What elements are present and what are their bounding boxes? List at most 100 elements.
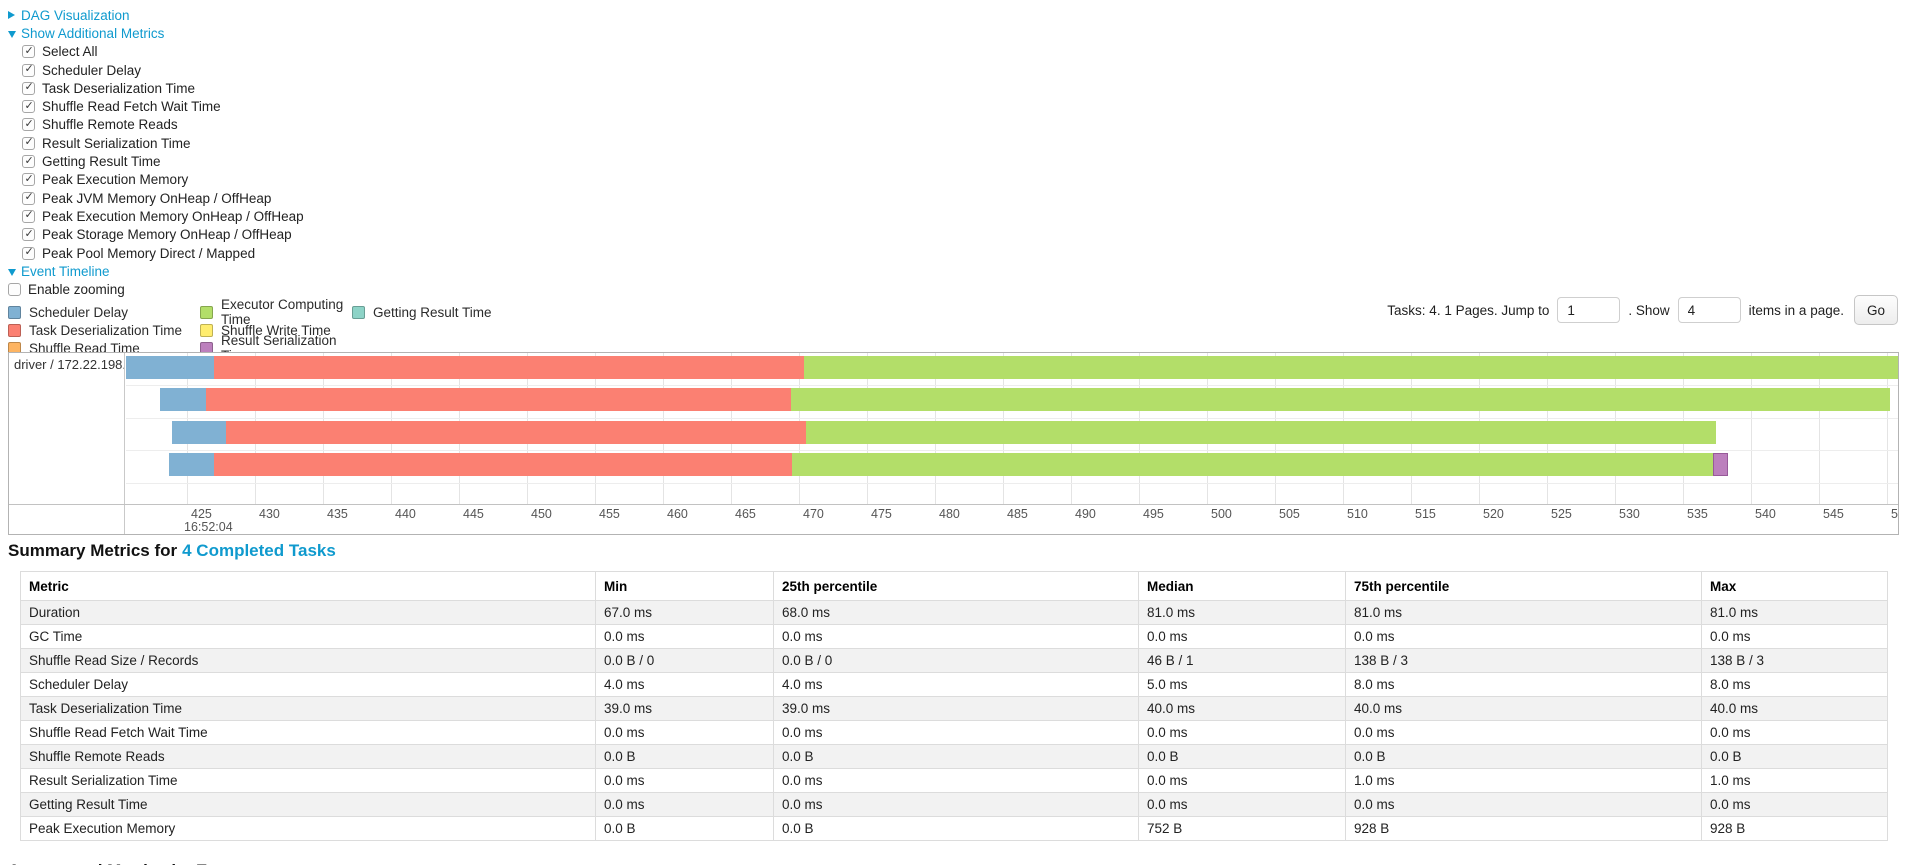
segment-executor-computing[interactable] — [792, 453, 1713, 477]
value-cell: 0.0 ms — [1345, 792, 1702, 817]
segment-scheduler-delay[interactable] — [126, 356, 215, 379]
checkbox-peak-jvm-memory-onheap-offheap[interactable] — [22, 190, 35, 205]
checkbox-label: Result Serialization Time — [42, 135, 191, 151]
axis-tick-label: 445 — [463, 507, 484, 521]
value-cell: 0.0 ms — [1138, 768, 1346, 793]
checkbox-result-serialization-time[interactable] — [22, 135, 35, 150]
event-timeline-chart: 425 430 435 440 445 450 455 460 465 470 475 480 485 4… — [8, 352, 1899, 535]
segment-executor-computing[interactable] — [790, 388, 1890, 412]
segment-result-serialization[interactable] — [1712, 453, 1728, 477]
value-cell: 928 B — [1345, 816, 1702, 841]
table-row-shuffle-remote-reads: Shuffle Remote Reads 0.0 B 0.0 B 0.0 B 0.0 B… — [20, 744, 1888, 769]
value-cell: 0.0 B — [773, 744, 1139, 769]
metric-row-peak-storage-memory-onheap-offheap: Peak Storage Memory OnHeap / OffHeap — [22, 226, 304, 244]
metric-row-shuffle-read-fetch-wait-time: Shuffle Read Fetch Wait Time — [22, 97, 304, 115]
segment-task-deserialization[interactable] — [214, 356, 805, 379]
task-pagination: Tasks: 4. 1 Pages. Jump to . Show items … — [1387, 294, 1898, 326]
table-row-gc-time: GC Time 0.0 ms 0.0 ms 0.0 ms 0.0 ms 0.0 ms — [20, 624, 1888, 649]
metric-row-scheduler-delay: Scheduler Delay — [22, 61, 304, 79]
show-additional-metrics-toggle[interactable]: Show Additional Metrics — [8, 24, 304, 42]
gridline — [1819, 353, 1820, 504]
axis-tick-label: 485 — [1007, 507, 1028, 521]
event-timeline-toggle[interactable]: Event Timeline — [8, 262, 304, 280]
segment-scheduler-delay[interactable] — [169, 453, 215, 477]
legend-swatch-task-deserialization — [8, 323, 21, 337]
time-axis-line — [9, 504, 1898, 505]
column-header-25th-percentile: 25th percentile — [773, 571, 1139, 601]
additional-metrics-list: Select All Scheduler Delay Task Deserializ… — [22, 43, 304, 263]
checkbox-label: Peak JVM Memory OnHeap / OffHeap — [42, 190, 272, 206]
legend-label: Task Deserialization Time — [29, 322, 183, 338]
value-cell: 0.0 ms — [1345, 720, 1702, 745]
checkbox-peak-execution-memory-onheap-offheap[interactable] — [22, 208, 35, 223]
axis-tick-label: 425 — [191, 507, 212, 521]
value-cell: 68.0 ms — [773, 600, 1139, 625]
gridline — [1887, 353, 1888, 504]
checkbox-shuffle-remote-reads[interactable] — [22, 117, 35, 132]
checkbox-select-all[interactable] — [22, 44, 35, 59]
axis-major-label: 16:52:04 — [184, 520, 233, 534]
segment-executor-computing[interactable] — [805, 420, 1716, 444]
timeline-task-bar — [172, 420, 1716, 444]
value-cell: 8.0 ms — [1701, 672, 1888, 697]
summary-heading-prefix: Summary Metrics for — [8, 541, 178, 560]
legend-label: Shuffle Read Time — [29, 340, 140, 356]
completed-tasks-link[interactable]: 4 Completed Tasks — [182, 541, 336, 560]
checkbox-getting-result-time[interactable] — [22, 154, 35, 169]
legend-item-shuffle-write: Shuffle Write Time — [200, 321, 352, 339]
value-cell: 81.0 ms — [1138, 600, 1346, 625]
value-cell: 1.0 ms — [1345, 768, 1702, 793]
table-row-task-deserialization-time: Task Deserialization Time 39.0 ms 39.0 ms 4… — [20, 696, 1888, 721]
value-cell: 39.0 ms — [595, 696, 774, 721]
metric-name-cell: Shuffle Remote Reads — [20, 744, 596, 769]
enable-zooming-label: Enable zooming — [28, 282, 125, 298]
axis-tick-label: 530 — [1619, 507, 1640, 521]
checkbox-scheduler-delay[interactable] — [22, 62, 35, 77]
legend-item-shuffle-read: Shuffle Read Time — [8, 339, 200, 357]
table-row-shuffle-read-fetch-wait-time: Shuffle Read Fetch Wait Time 0.0 ms 0.0 ms… — [20, 720, 1888, 745]
segment-scheduler-delay[interactable] — [172, 420, 227, 444]
summary-table-body: Duration 67.0 ms 68.0 ms 81.0 ms 81.0 ms 81.0… — [20, 600, 1888, 841]
jump-to-page-input[interactable] — [1557, 297, 1621, 323]
axis-tick-label: 525 — [1551, 507, 1572, 521]
axis-tick-label: 470 — [803, 507, 824, 521]
value-cell: 0.0 ms — [1138, 792, 1346, 817]
dag-visualization-toggle[interactable]: DAG Visualization — [8, 6, 304, 24]
value-cell: 81.0 ms — [1345, 600, 1702, 625]
segment-scheduler-delay[interactable] — [159, 388, 206, 412]
metric-name-cell: Shuffle Read Size / Records — [20, 648, 596, 673]
checkbox-label: Peak Execution Memory OnHeap / OffHeap — [42, 208, 304, 224]
metric-name-cell: Scheduler Delay — [20, 672, 596, 697]
go-button[interactable]: Go — [1853, 295, 1898, 325]
checkbox-peak-pool-memory-direct-mapped[interactable] — [22, 245, 35, 260]
table-row-shuffle-read-size-records: Shuffle Read Size / Records 0.0 B / 0 0.0 … — [20, 648, 1888, 673]
value-cell: 0.0 ms — [595, 624, 774, 649]
value-cell: 40.0 ms — [1345, 696, 1702, 721]
items-per-page-input[interactable] — [1677, 297, 1741, 323]
legend-label: Scheduler Delay — [29, 304, 129, 320]
segment-task-deserialization[interactable] — [205, 388, 791, 412]
timeline-row-separator — [126, 483, 1898, 484]
enable-zooming-checkbox[interactable] — [8, 283, 21, 297]
axis-tick-label: 460 — [667, 507, 688, 521]
metric-row-peak-jvm-memory-onheap-offheap: Peak JVM Memory OnHeap / OffHeap — [22, 189, 304, 207]
metric-row-peak-execution-memory-onheap-offheap: Peak Execution Memory OnHeap / OffHeap — [22, 207, 304, 225]
timeline-task-bar — [159, 388, 1890, 412]
segment-task-deserialization[interactable] — [226, 420, 806, 444]
legend-swatch-executor-computing — [200, 305, 213, 319]
metric-row-task-deserialization-time: Task Deserialization Time — [22, 79, 304, 97]
checkbox-peak-execution-memory[interactable] — [22, 172, 35, 187]
value-cell: 0.0 B — [773, 816, 1139, 841]
value-cell: 0.0 B — [1345, 744, 1702, 769]
timeline-plot-area: 425 430 435 440 445 450 455 460 465 470 475 480 485 4… — [126, 353, 1898, 534]
axis-tick-label: 450 — [531, 507, 552, 521]
checkbox-task-deserialization-time[interactable] — [22, 80, 35, 95]
checkbox-peak-storage-memory-onheap-offheap[interactable] — [22, 227, 35, 242]
legend-label: Executor Computing Time — [221, 297, 344, 328]
segment-executor-computing[interactable] — [804, 356, 1898, 379]
segment-task-deserialization[interactable] — [214, 453, 793, 477]
metric-name-cell: Task Deserialization Time — [20, 696, 596, 721]
legend-item-executor-computing: Executor Computing Time — [200, 297, 352, 327]
checkbox-shuffle-read-fetch-wait-time[interactable] — [22, 99, 35, 114]
table-row-peak-execution-memory: Peak Execution Memory 0.0 B 0.0 B 752 B 928 … — [20, 816, 1888, 841]
